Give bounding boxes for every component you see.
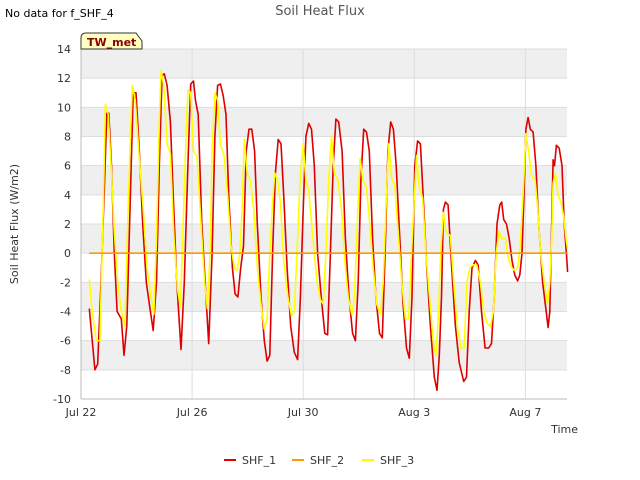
x-tick-label: Aug 7 [509, 406, 541, 419]
y-axis-label: Soil Heat Flux (W/m2) [8, 164, 21, 284]
legend-label: SHF_2 [310, 454, 344, 467]
y-tick-label: 10 [57, 101, 71, 114]
x-tick-labels: Jul 22 Jul 26 Jul 30 Aug 3 Aug 7 [65, 406, 542, 419]
series-line-shf-1 [88, 73, 569, 392]
legend: SHF_1 SHF_2 SHF_3 [224, 454, 414, 467]
y-tick-label: 12 [57, 72, 71, 85]
plot-band [81, 165, 567, 195]
x-tick-label: Jul 22 [65, 406, 97, 419]
x-axis-label: Time [550, 423, 578, 436]
y-tick-label: 6 [64, 160, 71, 173]
x-tick-label: Aug 3 [398, 406, 430, 419]
plot-band [81, 224, 567, 254]
x-tick-label: Jul 30 [287, 406, 319, 419]
plot-bands [81, 49, 567, 370]
y-tick-label: 8 [64, 131, 71, 144]
site-label-box: TW_met [80, 32, 143, 50]
y-tick-label: -2 [60, 276, 71, 289]
y-tick-label: -8 [60, 364, 71, 377]
plot-band [81, 49, 567, 79]
y-tick-label: 0 [64, 247, 71, 260]
y-tick-label: 2 [64, 218, 71, 231]
legend-label: SHF_1 [242, 454, 276, 467]
y-tick-label: 14 [57, 43, 71, 56]
y-tick-label: -4 [60, 306, 71, 319]
y-tick-label: 4 [64, 189, 71, 202]
series-line-shf-3 [88, 70, 569, 357]
site-label-background [80, 32, 143, 50]
legend-label: SHF_3 [380, 454, 414, 467]
chart-title: Soil Heat Flux [275, 4, 365, 19]
series-lines [88, 70, 569, 392]
plot-band [81, 107, 567, 137]
no-data-note: No data for f_SHF_4 [5, 7, 114, 20]
site-label: TW_met [87, 36, 136, 49]
x-tick-label: Jul 26 [176, 406, 208, 419]
y-tick-label: -10 [53, 393, 71, 406]
y-tick-label: -6 [60, 335, 71, 348]
y-tick-labels: -10 -8 -6 -4 -2 0 2 4 6 8 10 12 14 [53, 43, 71, 406]
plot-band [81, 340, 567, 370]
